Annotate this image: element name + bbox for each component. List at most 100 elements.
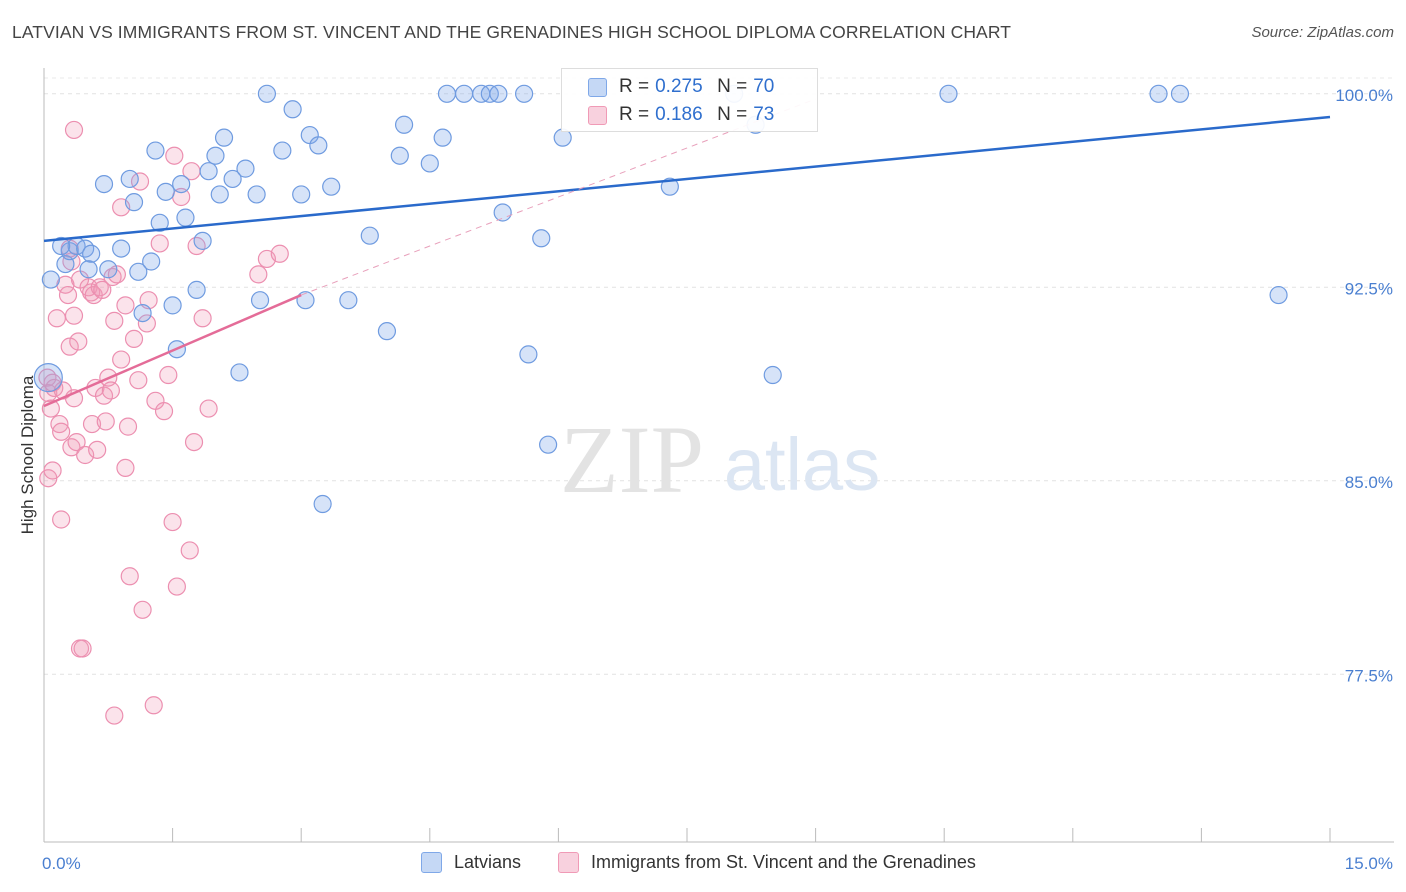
data-point-latvians — [489, 84, 508, 103]
data-point-latvians — [493, 203, 512, 222]
source-label: Source: ZipAtlas.com — [1251, 24, 1394, 41]
legend-swatch-immigrants — [558, 852, 579, 873]
stats-row-immigrants: R = 0.186 N = 73 — [562, 101, 815, 129]
data-point-immigrants — [43, 461, 62, 480]
legend-swatch-latvians — [421, 852, 442, 873]
trend-line-immigrants — [43, 293, 302, 408]
data-point-latvians — [199, 162, 218, 181]
y-tick-label: 77.5% — [1345, 666, 1393, 685]
data-point-immigrants — [47, 309, 66, 328]
data-point-immigrants — [105, 706, 124, 725]
data-point-latvians — [660, 177, 679, 196]
data-point-immigrants — [64, 306, 84, 325]
legend-item-latvians[interactable]: Latvians — [421, 852, 521, 873]
data-point-latvians — [283, 100, 302, 119]
data-point-immigrants — [116, 296, 135, 315]
data-point-latvians — [163, 296, 182, 315]
data-point-latvians — [236, 159, 255, 178]
data-point-latvians — [515, 84, 534, 103]
legend-label-latvians: Latvians — [454, 852, 522, 872]
data-point-immigrants — [129, 371, 148, 390]
y-tick-label: 100.0% — [1335, 86, 1393, 105]
data-point-immigrants — [93, 280, 112, 299]
y-tick-label: 85.0% — [1345, 473, 1393, 492]
watermark: ZIP atlas — [560, 406, 880, 513]
data-point-latvians — [433, 128, 452, 147]
data-point-latvians — [99, 260, 118, 279]
data-point-latvians — [257, 84, 277, 103]
data-point-immigrants — [116, 458, 135, 477]
data-point-immigrants — [52, 422, 71, 441]
data-point-latvians — [52, 236, 71, 256]
series-legend: Latvians Immigrants from St. Vincent and… — [0, 852, 1406, 878]
data-point-immigrants — [76, 445, 95, 465]
data-point-immigrants — [69, 332, 88, 351]
data-point-latvians — [939, 84, 958, 103]
data-point-immigrants — [167, 577, 186, 596]
data-point-latvians — [394, 115, 414, 134]
data-point-immigrants — [163, 512, 182, 532]
data-point-latvians — [142, 252, 161, 271]
x-tick-label: 0.0% — [42, 854, 81, 873]
n-label: N = — [717, 76, 748, 97]
data-point-latvians — [519, 345, 538, 364]
immigrants-swatch — [588, 105, 607, 125]
data-point-immigrants — [52, 510, 71, 529]
data-point-latvians — [437, 84, 457, 103]
data-point-immigrants — [107, 265, 126, 284]
data-point-latvians — [377, 322, 397, 341]
series-latvians-points — [33, 84, 1288, 514]
data-point-latvians — [124, 193, 144, 212]
data-point-immigrants — [112, 350, 131, 369]
r-value: 0.186 — [655, 104, 703, 125]
data-point-immigrants — [62, 438, 81, 457]
n-label: N = — [717, 104, 748, 125]
data-point-immigrants — [96, 412, 115, 431]
data-point-immigrants — [199, 399, 218, 418]
data-point-immigrants — [64, 120, 84, 140]
data-point-immigrants — [118, 417, 138, 436]
data-point-latvians — [206, 146, 225, 165]
data-point-immigrants — [249, 265, 268, 284]
x-tick-label: 15.0% — [1345, 854, 1393, 873]
data-point-latvians — [94, 175, 114, 194]
latvians-swatch — [588, 77, 607, 97]
data-point-latvians — [187, 280, 206, 299]
data-point-immigrants — [150, 234, 169, 253]
data-point-immigrants — [154, 402, 174, 421]
legend-item-immigrants[interactable]: Immigrants from St. Vincent and the Gren… — [558, 852, 976, 873]
watermark-atlas: atlas — [724, 423, 880, 506]
data-point-immigrants — [159, 365, 178, 385]
data-point-immigrants — [124, 329, 144, 348]
data-point-latvians — [129, 262, 148, 281]
watermark-zip: ZIP — [560, 406, 704, 513]
stats-legend: R = 0.275 N = 70 R = 0.186 N = 73 — [561, 68, 818, 132]
data-point-latvians — [339, 291, 358, 310]
trend-line-immigrants-extension — [301, 98, 816, 296]
data-point-latvians — [390, 146, 409, 165]
legend-label-immigrants: Immigrants from St. Vincent and the Gren… — [591, 852, 976, 872]
data-point-latvians — [120, 169, 139, 189]
data-point-latvians — [763, 365, 782, 385]
data-point-latvians — [360, 226, 379, 245]
data-point-immigrants — [88, 440, 107, 459]
stats-row-latvians: R = 0.275 N = 70 — [562, 73, 815, 101]
y-tick-label: 92.5% — [1345, 279, 1393, 298]
data-point-latvians — [296, 291, 315, 310]
data-point-latvians — [454, 84, 474, 103]
data-point-immigrants — [82, 283, 101, 302]
data-point-immigrants — [144, 696, 163, 715]
data-point-latvians — [41, 270, 60, 289]
data-point-latvians — [156, 182, 175, 201]
data-point-latvians — [210, 185, 229, 204]
data-point-immigrants — [82, 414, 102, 434]
data-point-latvians — [33, 363, 63, 393]
data-point-latvians — [532, 229, 551, 248]
data-point-immigrants — [90, 278, 109, 297]
data-point-latvians — [150, 213, 169, 232]
data-point-immigrants — [120, 567, 139, 586]
trend-line-latvians — [43, 115, 1331, 243]
data-point-latvians — [322, 177, 341, 196]
data-point-latvians — [247, 185, 266, 204]
